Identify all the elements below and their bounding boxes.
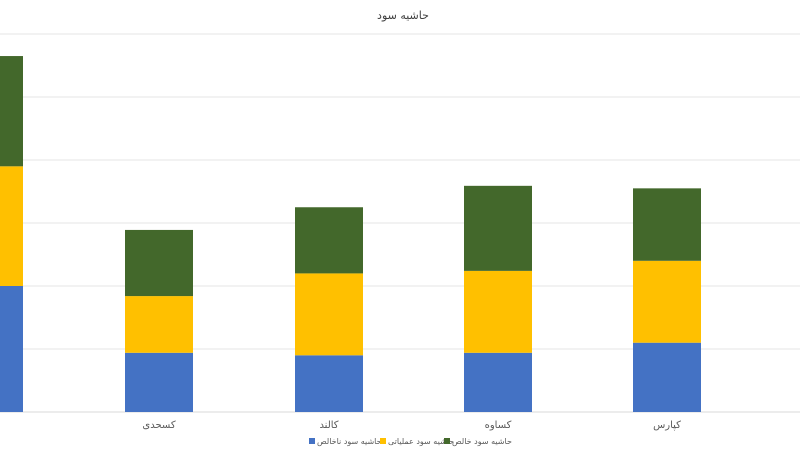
bar-segment-2-cat-4 (464, 270, 532, 353)
legend-swatch (444, 438, 450, 444)
bar-segment-2-cat-5 (633, 260, 701, 343)
bar-segment-3-cat-2 (125, 229, 193, 297)
bar-segment-2-cat-1 (0, 166, 23, 286)
bar-segment-3-cat-1 (0, 56, 23, 167)
legend-label: حاشیه سود خالص (452, 437, 512, 446)
x-tick-label: کپارس (653, 420, 681, 431)
bar-segment-1-cat-3 (295, 355, 363, 412)
bar-segment-1-cat-5 (633, 342, 701, 412)
bar-segment-3-cat-5 (633, 188, 701, 261)
bar-segment-3-cat-4 (464, 185, 532, 271)
legend-item-1: حاشیه سود ناخالص (309, 437, 382, 446)
legend-label: حاشیه سود ناخالص (317, 437, 382, 446)
legend-swatch (380, 438, 386, 444)
x-tick-label: کسحدی (142, 420, 175, 431)
bar-segment-3-cat-3 (295, 207, 363, 274)
x-tick-label: کساوه (485, 420, 512, 431)
bar-segment-2-cat-2 (125, 296, 193, 353)
x-axis-labels: کسحدی کالند کساوه کپارس (142, 420, 681, 431)
legend-item-2: حاشیه سود عملیاتی (380, 437, 454, 446)
bar-segment-1-cat-4 (464, 352, 532, 412)
chart-title: حاشیه سود (377, 9, 429, 22)
legend-label: حاشیه سود عملیاتی (388, 437, 454, 446)
legend-item-3: حاشیه سود خالص (444, 437, 512, 446)
bar-segment-1-cat-2 (125, 352, 193, 412)
bars-group (0, 56, 701, 412)
bar-segment-1-cat-1 (0, 286, 23, 412)
bar-segment-2-cat-3 (295, 273, 363, 356)
legend-swatch (309, 438, 315, 444)
x-tick-label: کالند (319, 420, 338, 431)
